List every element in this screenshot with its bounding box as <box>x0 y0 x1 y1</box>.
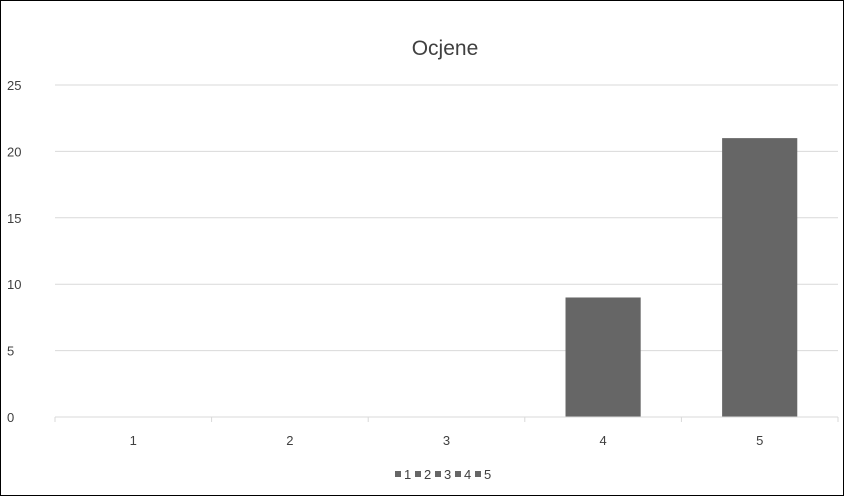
y-tick-label: 25 <box>7 78 21 93</box>
x-axis <box>54 416 839 422</box>
x-axis-ticks: 1 2 3 4 5 <box>130 433 764 448</box>
legend-swatch <box>435 471 441 477</box>
x-tick-label: 5 <box>756 433 763 448</box>
legend-label: 1 <box>404 467 411 482</box>
y-tick-label: 5 <box>7 344 14 359</box>
bar <box>565 297 641 417</box>
bars <box>565 138 798 417</box>
legend-swatch <box>475 471 481 477</box>
legend-label: 3 <box>444 467 451 482</box>
grid-lines <box>55 84 838 352</box>
x-tick-label: 2 <box>286 433 293 448</box>
bar <box>722 138 798 417</box>
x-tick-label: 1 <box>130 433 137 448</box>
legend-label: 2 <box>424 467 431 482</box>
y-tick-label: 15 <box>7 211 21 226</box>
chart-title: Ocjene <box>412 37 479 60</box>
x-tick-label: 3 <box>443 433 450 448</box>
legend-swatch <box>455 471 461 477</box>
y-tick-label: 10 <box>7 277 21 292</box>
y-tick-label: 0 <box>7 410 14 425</box>
legend-swatch <box>395 471 401 477</box>
y-tick-label: 20 <box>7 144 21 159</box>
legend-label: 5 <box>484 467 491 482</box>
legend-swatch <box>415 471 421 477</box>
x-tick-label: 4 <box>599 433 606 448</box>
y-axis-ticks: 0 5 10 15 20 25 <box>7 78 21 425</box>
legend-label: 4 <box>464 467 471 482</box>
